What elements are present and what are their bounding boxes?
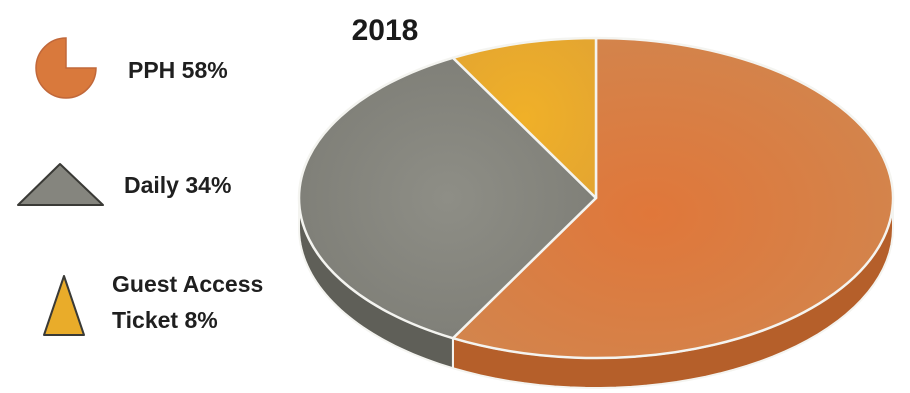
chart-legend: PPH 58% Daily 34% Guest Access Ticket 8% <box>17 37 263 336</box>
legend-item-guest-access-ticket: Guest Access Ticket 8% <box>43 271 263 336</box>
triangle-icon <box>43 275 85 336</box>
pie-slice-icon <box>35 37 97 99</box>
legend-label: PPH 58% <box>128 57 228 83</box>
triangle-icon <box>17 163 104 206</box>
pie-slice-daily <box>297 56 598 340</box>
legend-item-daily: Daily 34% <box>17 163 231 206</box>
legend-label: Daily 34% <box>124 172 231 198</box>
chart-title: 2018 <box>352 14 419 47</box>
legend-label: Ticket 8% <box>112 307 218 333</box>
pie-slice-pph <box>451 36 895 360</box>
legend-item-pph: PPH 58% <box>35 37 228 99</box>
pie-slice-guest-access-ticket <box>451 36 598 200</box>
pie-top-slices <box>297 36 895 360</box>
legend-label: Guest Access <box>112 271 263 297</box>
